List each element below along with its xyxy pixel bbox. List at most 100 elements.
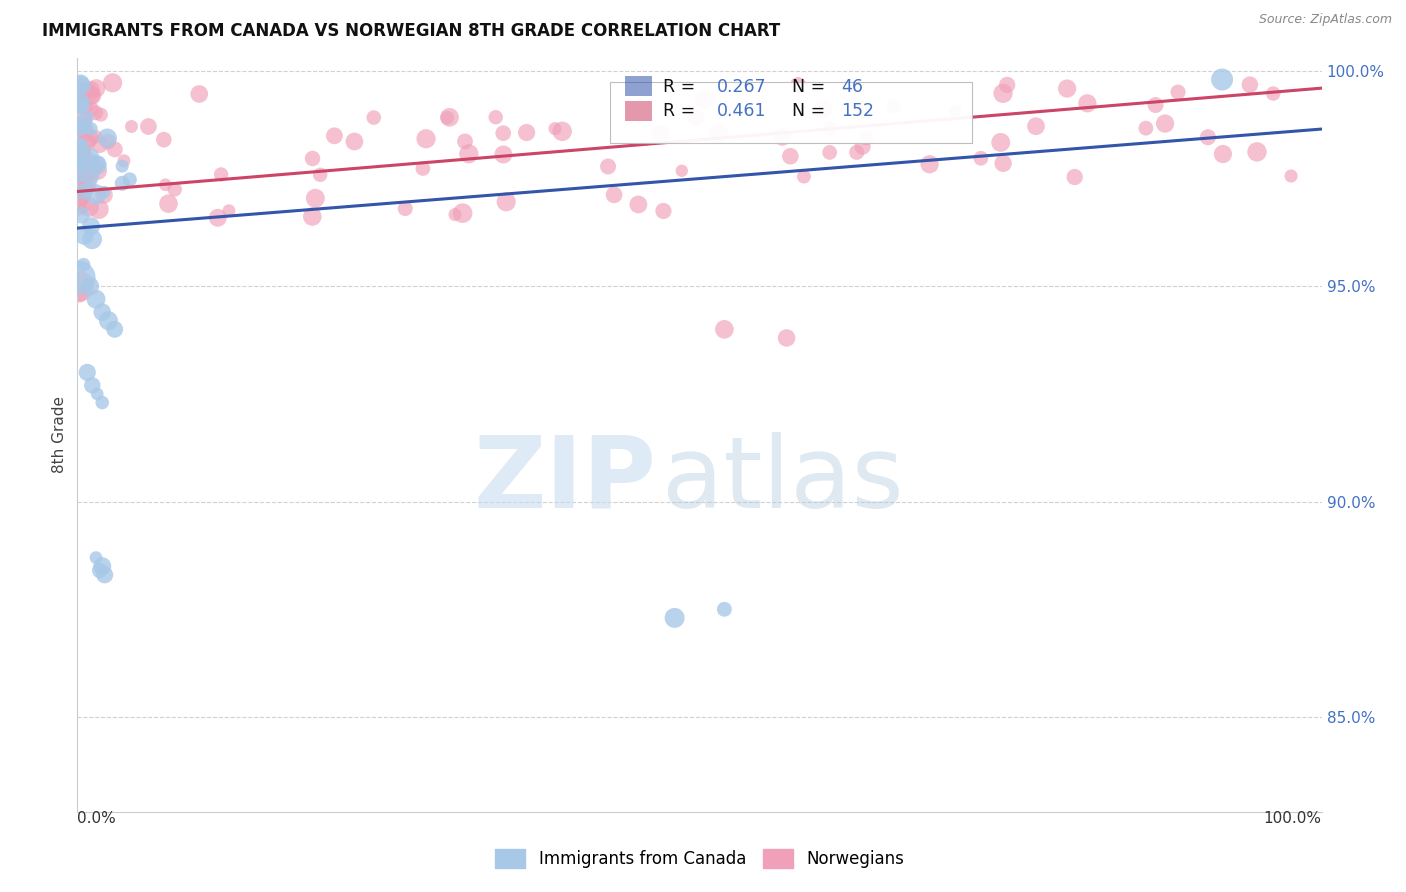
Point [707,127,730,141]
Point [121,120,143,134]
Point [157,196,180,211]
Text: Source: ZipAtlas.com: Source: ZipAtlas.com [1258,13,1392,27]
Point [995,78,1018,92]
Point [207,211,229,225]
Point [84,129,107,144]
Point [80,162,103,177]
Point [104,322,127,336]
Point [73,120,96,134]
Text: 0.461: 0.461 [717,103,766,120]
Point [1239,78,1261,92]
Point [492,147,515,161]
Point [209,168,232,182]
Point [1076,96,1098,111]
Point [96,131,118,145]
Point [91,559,114,574]
Point [111,159,134,173]
Text: R =: R = [664,78,702,95]
Point [104,142,127,156]
Point [1212,147,1234,161]
Point [80,102,103,116]
Point [188,87,211,101]
Point [93,567,115,582]
Point [84,187,107,202]
Point [76,176,98,190]
Point [454,135,477,149]
Point [67,147,90,161]
Point [1279,169,1302,183]
Point [779,149,801,163]
Text: 100.0%: 100.0% [1264,811,1322,826]
Point [97,314,120,328]
Point [67,193,90,207]
Point [304,191,326,205]
Point [80,121,103,136]
Point [69,153,91,167]
Point [1135,121,1157,136]
Point [89,564,111,578]
Point [72,140,94,154]
Point [86,158,108,172]
Text: 152: 152 [841,103,875,120]
Point [138,120,160,134]
Point [845,145,868,160]
Point [80,149,103,163]
Text: N =: N = [792,103,831,120]
Point [79,87,101,102]
Point [67,169,90,183]
Point [84,550,107,565]
Point [775,331,797,345]
Point [111,176,134,190]
Point [451,206,474,220]
Point [80,219,103,234]
Point [73,99,96,113]
Point [436,111,458,125]
Point [79,279,101,293]
Point [1263,87,1285,101]
Point [883,99,905,113]
Point [485,110,508,124]
Point [67,279,90,293]
Point [1167,85,1189,99]
Point [412,161,434,176]
Point [69,138,91,153]
Point [516,126,538,140]
Text: ZIP: ZIP [472,432,657,529]
Text: N =: N = [792,78,831,95]
Point [69,176,91,190]
Point [457,146,479,161]
Point [84,292,107,306]
Point [439,110,461,124]
Point [1197,130,1219,145]
Text: 46: 46 [841,78,863,95]
Point [970,151,993,165]
Point [86,387,108,401]
Point [86,157,108,171]
Point [309,168,332,182]
Point [86,159,108,173]
Point [84,105,107,120]
Point [69,98,91,112]
Point [67,120,90,134]
Point [69,288,91,302]
Point [1211,72,1233,87]
Point [89,137,111,152]
Point [69,173,91,187]
Point [82,232,104,246]
Text: R =: R = [664,103,702,120]
Point [713,322,735,336]
Point [650,127,672,141]
Point [69,146,91,161]
Point [73,186,96,200]
Point [87,163,110,178]
Point [544,121,567,136]
Point [852,101,875,115]
Point [70,159,93,173]
Point [671,163,693,178]
Point [87,202,110,217]
Point [76,365,98,379]
Point [73,228,96,243]
Point [72,156,94,170]
Point [112,153,135,168]
Legend: Immigrants from Canada, Norwegians: Immigrants from Canada, Norwegians [488,842,911,875]
